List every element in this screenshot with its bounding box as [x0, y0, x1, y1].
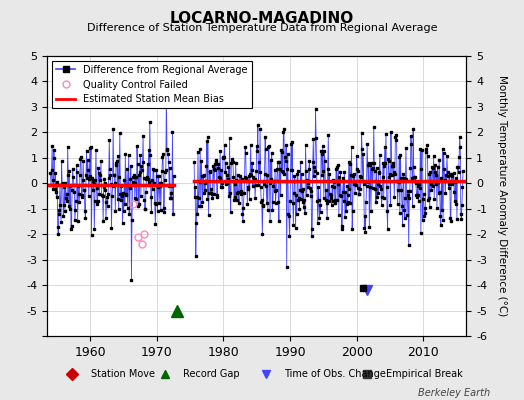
Text: Record Gap: Record Gap: [183, 369, 239, 379]
Text: Empirical Break: Empirical Break: [386, 369, 463, 379]
Text: Station Move: Station Move: [91, 369, 155, 379]
Text: Berkeley Earth: Berkeley Earth: [418, 388, 490, 398]
Text: Time of Obs. Change: Time of Obs. Change: [285, 369, 386, 379]
Legend: Difference from Regional Average, Quality Control Failed, Estimated Station Mean: Difference from Regional Average, Qualit…: [52, 61, 252, 108]
Text: Difference of Station Temperature Data from Regional Average: Difference of Station Temperature Data f…: [87, 23, 437, 33]
Y-axis label: Monthly Temperature Anomaly Difference (°C): Monthly Temperature Anomaly Difference (…: [497, 75, 507, 317]
Text: LOCARNO-MAGADINO: LOCARNO-MAGADINO: [170, 11, 354, 26]
